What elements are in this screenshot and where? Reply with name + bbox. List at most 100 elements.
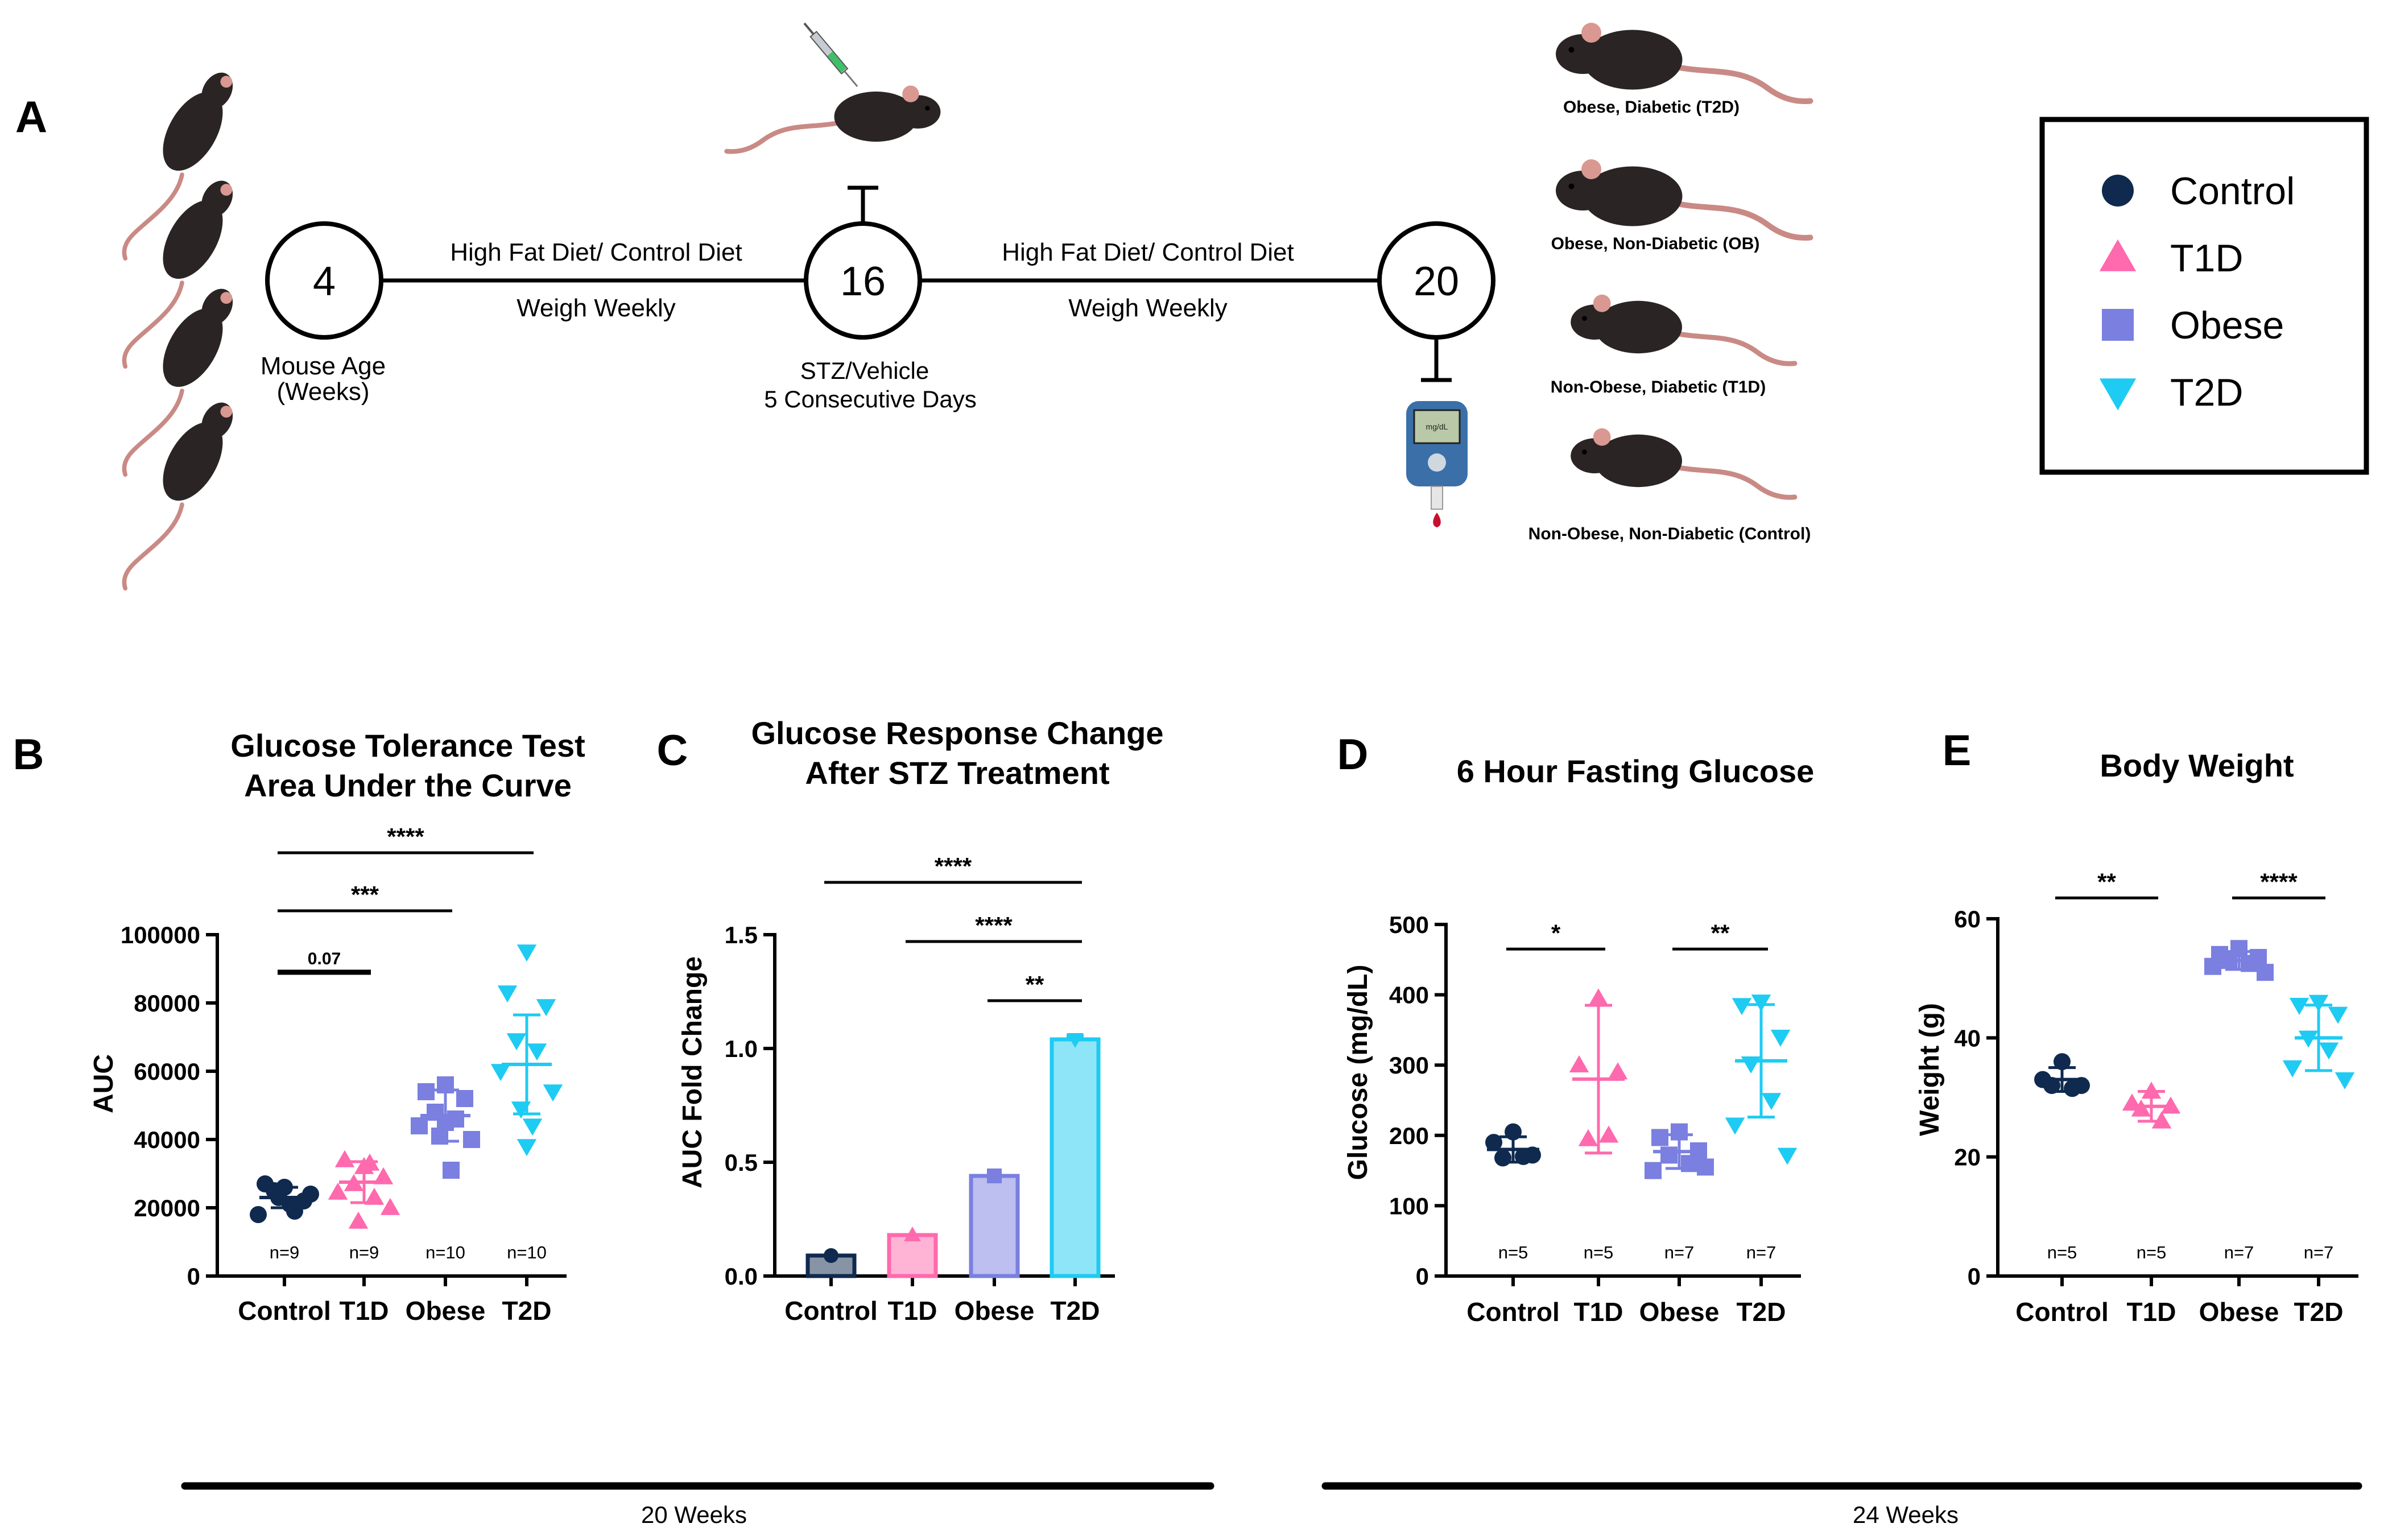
mouse-eye — [925, 106, 930, 111]
data-point — [1732, 998, 1752, 1015]
n-label: n=10 — [425, 1242, 465, 1262]
significance-label: **** — [387, 823, 424, 850]
n-label: n=7 — [1664, 1242, 1695, 1262]
data-point — [2335, 1072, 2355, 1089]
group-caption: Non-Obese, Non-Diabetic (Control) — [1528, 525, 1811, 543]
chart-title: Body Weight — [2100, 748, 2294, 783]
mouse-eye — [1568, 47, 1575, 53]
legend-label: Obese — [2170, 304, 2284, 347]
legend-frame — [2039, 117, 2369, 475]
significance-label: *** — [351, 881, 379, 908]
mouse-eye — [1582, 449, 1587, 455]
data-point — [250, 1206, 267, 1223]
x-tick-label: Control — [784, 1296, 878, 1326]
y-tick-label: 100 — [1389, 1192, 1429, 1219]
data-point — [1697, 1158, 1714, 1176]
mouse-body — [163, 422, 223, 501]
mouse-icon — [1571, 428, 1798, 500]
data-point — [1751, 994, 1771, 1012]
y-tick-label: 500 — [1389, 911, 1429, 938]
timeline-caption: (Weeks) — [277, 378, 370, 406]
significance-label: ** — [2097, 868, 2116, 895]
mouse-body — [1583, 166, 1683, 226]
data-point — [536, 999, 556, 1017]
n-label: n=9 — [349, 1242, 379, 1262]
mouse-head — [895, 95, 941, 129]
mouse-head — [1556, 34, 1610, 74]
y-tick-label: 1.5 — [725, 922, 758, 948]
test-strip — [1431, 486, 1443, 510]
chart-title: 6 Hour Fasting Glucose — [1457, 753, 1815, 789]
y-axis-label: AUC — [89, 1054, 119, 1113]
phase-label: 24 Weeks — [1853, 1501, 1959, 1528]
data-point — [1067, 1033, 1084, 1048]
data-point — [302, 1186, 319, 1203]
mouse-tail — [724, 120, 843, 154]
syringe-icon — [803, 22, 858, 87]
group-caption: Obese, Non-Diabetic (OB) — [1551, 234, 1760, 253]
data-point — [1725, 1117, 1745, 1135]
mouse-head — [1571, 304, 1618, 340]
mouse-ear — [220, 406, 233, 418]
data-point — [1494, 1149, 1511, 1167]
data-point — [456, 1090, 473, 1107]
mouse-tail — [1673, 464, 1798, 500]
y-tick-label: 20 — [1954, 1144, 1981, 1171]
legend-label: T2D — [2170, 371, 2243, 414]
data-point — [2319, 1042, 2339, 1060]
glucometer-icon: mg/dL — [1406, 401, 1468, 527]
legend-marker — [2102, 175, 2134, 207]
data-point — [522, 1118, 543, 1136]
data-point — [527, 1043, 547, 1061]
data-point — [543, 1084, 563, 1102]
x-tick-label: T2D — [502, 1296, 552, 1326]
mouse-body — [834, 91, 918, 142]
data-point — [1761, 1093, 1782, 1110]
mouse-icon — [122, 72, 233, 261]
x-tick-label: Control — [2015, 1297, 2109, 1327]
data-point — [1485, 1134, 1502, 1151]
legend-label: Control — [2170, 170, 2295, 213]
meter-screen — [1413, 409, 1461, 444]
n-label: n=7 — [2224, 1242, 2254, 1262]
x-tick-label: Obese — [1639, 1297, 1720, 1327]
significance-label: 0.07 — [308, 949, 341, 968]
data-point — [411, 1117, 428, 1134]
y-tick-label: 40 — [1954, 1025, 1981, 1051]
x-tick-label: T2D — [1051, 1296, 1100, 1326]
timeline-caption: Mouse Age — [261, 352, 386, 380]
mouse-icon — [1571, 294, 1798, 366]
significance-label: ** — [1026, 971, 1044, 998]
data-point — [348, 1211, 369, 1229]
mouse-icon — [122, 180, 233, 369]
n-label: n=5 — [2047, 1242, 2077, 1262]
data-point — [2054, 1053, 2071, 1071]
data-point — [506, 1033, 527, 1051]
x-tick-label: T2D — [2294, 1297, 2344, 1327]
legend-marker — [2099, 378, 2137, 411]
legend-marker — [2099, 239, 2137, 271]
data-point — [328, 1182, 348, 1200]
timeline-caption: STZ/Vehicle — [800, 357, 929, 384]
n-label: n=5 — [2137, 1242, 2167, 1262]
data-point — [1608, 1062, 1628, 1080]
panel-letter: D — [1337, 730, 1369, 779]
y-tick-label: 400 — [1389, 982, 1429, 1009]
mouse-eye — [1582, 316, 1587, 321]
data-point — [1741, 1056, 1761, 1074]
data-point — [1777, 1147, 1798, 1165]
chart-e-body-weight: E Body Weight Weight (g) 0 20 40 60 Control T1D O… — [1915, 726, 2358, 1327]
y-tick-label: 1.0 — [725, 1035, 758, 1062]
chart-c-fold-change: C Glucose Response Change After STZ Treatm… — [657, 715, 1164, 1326]
segment-top-label: High Fat Diet/ Control Diet — [1002, 238, 1294, 266]
x-tick-label: Control — [1466, 1297, 1560, 1327]
segment-bottom-label: Weigh Weekly — [517, 294, 676, 322]
timeline-node-label: 4 — [313, 259, 336, 304]
mouse-icon — [122, 288, 233, 477]
timeline-node — [265, 221, 383, 340]
n-label: n=5 — [1584, 1242, 1614, 1262]
data-point — [2308, 994, 2329, 1012]
data-point — [987, 1169, 1002, 1183]
mouse-ear — [1581, 159, 1601, 179]
timeline-node-label: 20 — [1414, 259, 1459, 304]
